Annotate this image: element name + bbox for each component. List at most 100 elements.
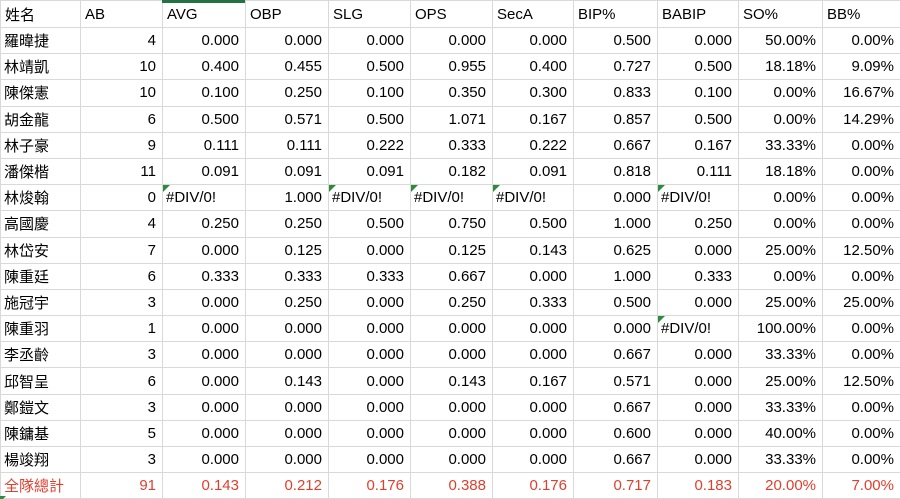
stat-cell[interactable]: 0.000 bbox=[492, 393, 574, 421]
stat-cell[interactable]: 0.000 bbox=[328, 341, 411, 369]
stat-cell[interactable]: 0.500 bbox=[657, 53, 739, 81]
stat-cell[interactable]: 0.000 bbox=[245, 26, 329, 55]
stat-cell[interactable]: 0.222 bbox=[328, 131, 411, 159]
stat-cell[interactable]: 0.350 bbox=[410, 79, 493, 107]
stat-cell[interactable]: 0.100 bbox=[162, 79, 246, 107]
player-name-cell[interactable]: 胡金龍 bbox=[0, 105, 81, 133]
stat-cell[interactable]: 0.000 bbox=[657, 26, 739, 55]
player-name-cell[interactable]: 陳傑憲 bbox=[0, 79, 81, 107]
player-name-cell[interactable]: 林靖凱 bbox=[0, 53, 81, 81]
stat-cell[interactable]: 0.400 bbox=[492, 53, 574, 81]
stat-cell[interactable]: 0.000 bbox=[657, 341, 739, 369]
stat-cell[interactable]: 0.000 bbox=[657, 393, 739, 421]
stat-cell[interactable]: 12.50% bbox=[822, 367, 900, 395]
player-name-cell[interactable]: 施冠宇 bbox=[0, 288, 81, 317]
stat-cell[interactable]: 0.000 bbox=[162, 393, 246, 421]
header-cell-babip[interactable]: BABIP bbox=[657, 0, 739, 28]
stat-cell[interactable]: 0.667 bbox=[573, 131, 658, 159]
stat-cell[interactable]: 0.250 bbox=[410, 288, 493, 317]
stat-cell[interactable]: 12.50% bbox=[822, 236, 900, 264]
stat-cell[interactable]: 5 bbox=[80, 419, 163, 448]
player-name-cell[interactable]: 陳鏞基 bbox=[0, 419, 81, 448]
stat-cell[interactable]: 16.67% bbox=[822, 79, 900, 107]
stat-cell[interactable]: 0.000 bbox=[245, 419, 329, 448]
player-name-cell[interactable]: 林岱安 bbox=[0, 236, 81, 264]
stat-cell[interactable]: 0.833 bbox=[573, 79, 658, 107]
stat-cell[interactable]: 0.000 bbox=[492, 419, 574, 448]
player-name-cell[interactable]: 林焌翰 bbox=[0, 184, 81, 212]
stat-cell[interactable]: 0.125 bbox=[410, 236, 493, 264]
stat-cell[interactable]: 4 bbox=[80, 26, 163, 55]
stat-cell[interactable]: 3 bbox=[80, 445, 163, 474]
stat-cell[interactable]: 0.000 bbox=[328, 315, 411, 343]
total-label-cell[interactable]: 全隊總計 bbox=[0, 472, 81, 499]
stat-cell[interactable]: 0.000 bbox=[162, 445, 246, 474]
stat-cell[interactable]: 0.111 bbox=[162, 131, 246, 159]
stat-cell[interactable]: 0.00% bbox=[822, 26, 900, 55]
stat-cell[interactable]: 0.818 bbox=[573, 157, 658, 186]
stat-cell[interactable]: 0.167 bbox=[492, 367, 574, 395]
stat-cell[interactable]: 0.000 bbox=[657, 445, 739, 474]
stat-cell[interactable]: 91 bbox=[80, 472, 163, 499]
stat-cell[interactable]: 1.071 bbox=[410, 105, 493, 133]
stat-cell[interactable]: 18.18% bbox=[738, 157, 823, 186]
stat-cell[interactable]: 7.00% bbox=[822, 472, 900, 499]
stat-cell[interactable]: 0.300 bbox=[492, 79, 574, 107]
stat-cell[interactable]: 0.00% bbox=[738, 105, 823, 133]
player-name-cell[interactable]: 羅暐捷 bbox=[0, 26, 81, 55]
stat-cell[interactable]: 0.091 bbox=[162, 157, 246, 186]
stat-cell[interactable]: 100.00% bbox=[738, 315, 823, 343]
stat-cell[interactable]: 0.000 bbox=[657, 236, 739, 264]
stat-cell[interactable]: 25.00% bbox=[738, 236, 823, 264]
stat-cell[interactable]: 0.750 bbox=[410, 210, 493, 238]
player-name-cell[interactable]: 李丞齡 bbox=[0, 341, 81, 369]
stat-cell[interactable]: 0.000 bbox=[162, 419, 246, 448]
stat-cell[interactable]: 0.167 bbox=[657, 131, 739, 159]
stat-cell[interactable]: 0.000 bbox=[162, 26, 246, 55]
stat-cell[interactable]: 0.250 bbox=[162, 210, 246, 238]
stat-cell[interactable]: 0 bbox=[80, 184, 163, 212]
stat-cell[interactable]: 0.00% bbox=[822, 445, 900, 474]
stat-cell[interactable]: 0.000 bbox=[162, 315, 246, 343]
stat-cell[interactable]: 0.167 bbox=[492, 105, 574, 133]
stat-cell[interactable]: 3 bbox=[80, 393, 163, 421]
stat-cell[interactable]: 0.091 bbox=[245, 157, 329, 186]
stat-cell[interactable]: 0.717 bbox=[573, 472, 658, 499]
stat-cell[interactable]: 0.222 bbox=[492, 131, 574, 159]
stat-cell[interactable]: 0.00% bbox=[822, 262, 900, 290]
stat-cell[interactable]: 40.00% bbox=[738, 419, 823, 448]
stat-cell[interactable]: 0.00% bbox=[822, 341, 900, 369]
stat-cell[interactable]: 0.333 bbox=[245, 262, 329, 290]
stat-cell[interactable]: 0.000 bbox=[410, 419, 493, 448]
stat-cell[interactable]: 25.00% bbox=[822, 288, 900, 317]
stat-cell[interactable]: 0.000 bbox=[492, 445, 574, 474]
stat-cell[interactable]: 0.091 bbox=[492, 157, 574, 186]
header-cell-slg[interactable]: SLG bbox=[328, 0, 411, 28]
stat-cell[interactable]: 0.00% bbox=[822, 157, 900, 186]
stat-cell[interactable]: 0.000 bbox=[492, 262, 574, 290]
stat-cell[interactable]: 0.000 bbox=[492, 315, 574, 343]
stat-cell[interactable]: 0.500 bbox=[328, 105, 411, 133]
stat-cell[interactable]: 1.000 bbox=[245, 184, 329, 212]
stat-cell[interactable]: 0.000 bbox=[492, 26, 574, 55]
stat-cell[interactable]: 0.000 bbox=[328, 445, 411, 474]
header-cell-ops[interactable]: OPS bbox=[410, 0, 493, 28]
stat-cell[interactable]: 0.000 bbox=[328, 236, 411, 264]
player-name-cell[interactable]: 陳重羽 bbox=[0, 315, 81, 343]
stat-cell[interactable]: 0.333 bbox=[410, 131, 493, 159]
stat-cell[interactable]: 0.00% bbox=[822, 419, 900, 448]
stat-cell[interactable]: 25.00% bbox=[738, 288, 823, 317]
stat-cell[interactable]: 0.00% bbox=[822, 315, 900, 343]
stat-cell[interactable]: 0.00% bbox=[738, 262, 823, 290]
stat-cell[interactable]: 0.500 bbox=[657, 105, 739, 133]
stat-cell[interactable]: 0.000 bbox=[328, 367, 411, 395]
stat-cell[interactable]: 0.000 bbox=[410, 393, 493, 421]
stat-cell[interactable]: 14.29% bbox=[822, 105, 900, 133]
stat-cell[interactable]: 11 bbox=[80, 157, 163, 186]
stat-cell[interactable]: 0.000 bbox=[162, 367, 246, 395]
stat-cell[interactable]: 0.143 bbox=[410, 367, 493, 395]
header-cell-seca[interactable]: SecA bbox=[492, 0, 574, 28]
stat-cell[interactable]: 33.33% bbox=[738, 445, 823, 474]
stat-cell[interactable]: 0.625 bbox=[573, 236, 658, 264]
stat-cell[interactable]: 0.000 bbox=[245, 341, 329, 369]
